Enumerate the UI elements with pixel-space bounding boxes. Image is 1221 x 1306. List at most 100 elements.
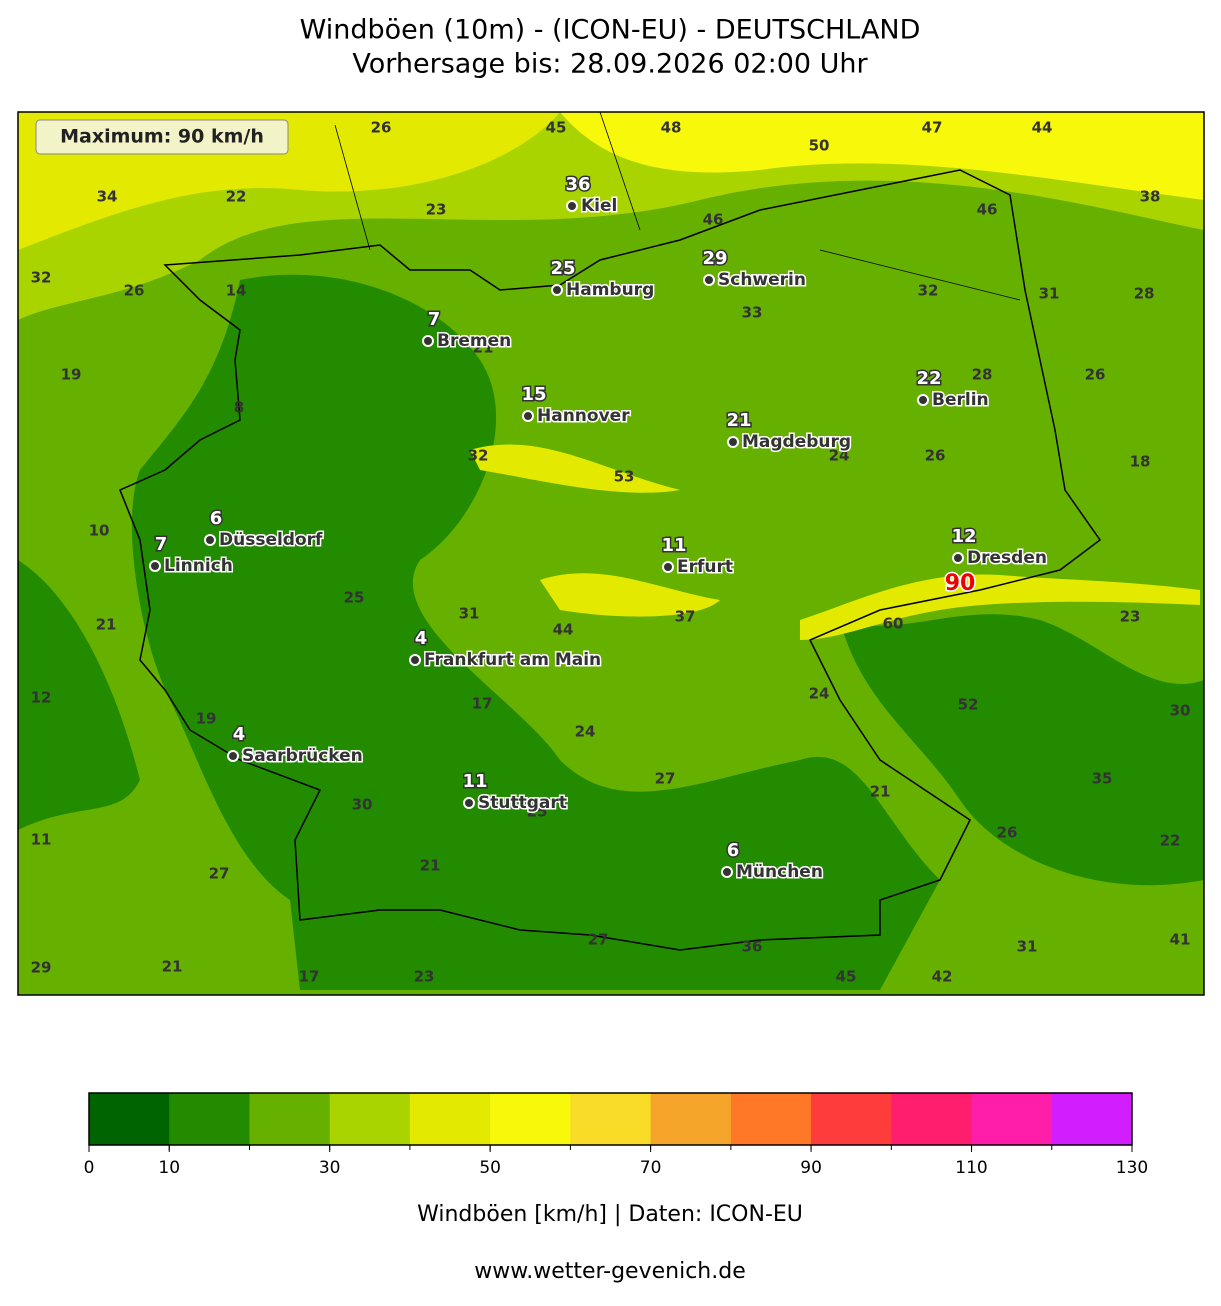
grid-value: 28 <box>1134 285 1155 303</box>
colorbar-segment <box>891 1093 973 1145</box>
colorbar-tick-label: 0 <box>84 1158 95 1178</box>
city-name: München <box>736 862 823 882</box>
grid-value: 37 <box>675 608 696 626</box>
city-value: 4 <box>233 724 246 745</box>
city-dot <box>551 284 563 296</box>
footer: www.wetter-gevenich.de <box>474 1259 746 1284</box>
grid-value: 24 <box>829 447 850 465</box>
city-name: Stuttgart <box>478 793 567 813</box>
city-name: Magdeburg <box>742 432 851 452</box>
city-dot <box>703 274 715 286</box>
city-dot <box>917 394 929 406</box>
grid-value: 28 <box>972 366 993 384</box>
grid-value: 23 <box>414 968 435 986</box>
colorbar-segment <box>811 1093 892 1145</box>
city-dot <box>662 561 674 573</box>
title: Windböen (10m) - (ICON-EU) - DEUTSCHLAND <box>300 15 921 46</box>
city-value: 7 <box>428 309 441 330</box>
city-value: 29 <box>702 248 727 269</box>
grid-value: 31 <box>1017 938 1038 956</box>
grid-value: 23 <box>1120 608 1141 626</box>
city-value: 6 <box>727 840 740 861</box>
grid-value: 45 <box>836 968 857 986</box>
city-name: Hamburg <box>566 280 654 300</box>
grid-value: 26 <box>1085 366 1106 384</box>
colorbar-segment <box>650 1093 732 1145</box>
grid-value: 17 <box>299 968 320 986</box>
grid-value: 21 <box>96 616 117 634</box>
grid-value: 35 <box>1092 770 1113 788</box>
city-value: 11 <box>462 771 487 792</box>
city-value: 6 <box>210 508 223 529</box>
city-dot <box>463 797 475 809</box>
grid-value: 44 <box>553 621 574 639</box>
grid-value: 24 <box>809 685 830 703</box>
grid-value: 21 <box>162 958 183 976</box>
city-dot <box>409 654 421 666</box>
maximum-label: Maximum: 90 km/h <box>60 126 264 148</box>
colorbar-tick-label: 10 <box>158 1158 180 1178</box>
city-value: 22 <box>916 368 941 389</box>
grid-value: 26 <box>925 447 946 465</box>
grid-value: 60 <box>883 615 904 633</box>
city-value: 36 <box>565 174 590 195</box>
grid-value: 11 <box>31 831 52 849</box>
grid-value: 46 <box>977 201 998 219</box>
city-dot <box>422 335 434 347</box>
grid-value: 32 <box>468 447 489 465</box>
grid-value: 33 <box>742 304 763 322</box>
grid-value: 25 <box>527 803 548 821</box>
grid-value: 19 <box>61 366 82 384</box>
grid-value: 34 <box>97 188 118 206</box>
city-dot <box>522 410 534 422</box>
grid-value: 26 <box>997 824 1018 842</box>
grid-value: 36 <box>742 938 763 956</box>
colorbar-tick-label: 130 <box>1116 1158 1148 1178</box>
colorbar-segment <box>971 1093 1053 1145</box>
grid-value: 45 <box>546 119 567 137</box>
grid-value: 27 <box>209 865 230 883</box>
grid-value: 31 <box>459 605 480 623</box>
grid-value: 47 <box>922 119 943 137</box>
city-dot <box>721 866 733 878</box>
grid-value: 32 <box>918 282 939 300</box>
peak-value: 90 <box>945 571 976 596</box>
city-name: Linnich <box>164 556 233 576</box>
colorbar-tick-label: 70 <box>640 1158 662 1178</box>
colorbar-segment <box>329 1093 411 1145</box>
grid-value: 44 <box>1032 119 1053 137</box>
city-dot <box>227 750 239 762</box>
city-name: Düsseldorf <box>219 530 323 550</box>
city-name: Schwerin <box>718 270 806 290</box>
grid-value: 50 <box>809 137 830 155</box>
grid-value: 17 <box>472 695 493 713</box>
grid-value: 10 <box>89 522 110 540</box>
colorbar-segment <box>730 1093 812 1145</box>
grid-value: 38 <box>1140 188 1161 206</box>
grid-value: 42 <box>932 968 953 986</box>
city-name: Saarbrücken <box>242 746 363 766</box>
grid-value: 31 <box>1039 285 1060 303</box>
city-value: 15 <box>521 384 546 405</box>
grid-value: 46 <box>703 211 724 229</box>
grid-value: 22 <box>226 188 247 206</box>
city-value: 7 <box>155 534 168 555</box>
grid-value: 26 <box>124 282 145 300</box>
colorbar-segment <box>89 1093 170 1145</box>
grid-value: 21 <box>473 339 494 357</box>
city-value: 25 <box>550 258 575 279</box>
subtitle: Vorhersage bis: 28.09.2026 02:00 Uhr <box>352 49 868 80</box>
colorbar-tick-label: 30 <box>319 1158 341 1178</box>
city-name: Bremen <box>437 331 511 351</box>
grid-value: 41 <box>1170 931 1191 949</box>
colorbar-segment <box>169 1093 250 1145</box>
city-value: 11 <box>661 535 686 556</box>
grid-value: 27 <box>655 770 676 788</box>
grid-value: 21 <box>870 783 891 801</box>
grid-value: 30 <box>1170 702 1191 720</box>
colorbar: 0 10 30 50 70 90 110 130 <box>84 1092 1148 1178</box>
grid-value: 12 <box>31 689 52 707</box>
colorbar-label: Windböen [km/h] | Daten: ICON-EU <box>417 1202 803 1227</box>
